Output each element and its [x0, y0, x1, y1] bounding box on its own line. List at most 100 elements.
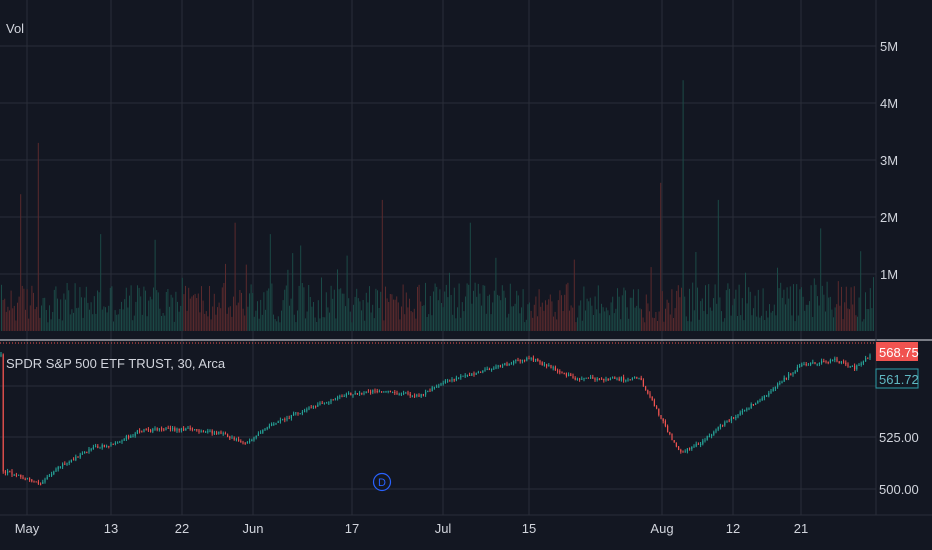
candle-body [576, 378, 578, 380]
volume-bar [28, 318, 30, 331]
candle-body [453, 379, 455, 381]
candle-body [466, 375, 468, 376]
candle-body [460, 376, 462, 378]
volume-bar [373, 318, 375, 331]
volume-bar [181, 277, 183, 331]
volume-bar [149, 296, 151, 331]
candle-body [326, 402, 328, 404]
volume-bar [644, 322, 646, 331]
volume-bar [391, 294, 393, 331]
volume-bar [249, 293, 250, 331]
time-label-21: 21 [794, 521, 808, 536]
volume-bar [183, 294, 185, 331]
candle-body [825, 361, 827, 363]
candle-body [510, 363, 512, 365]
volume-bar [20, 194, 22, 331]
volume-bar [45, 310, 47, 331]
candle-body [772, 388, 774, 391]
candle-body [462, 375, 464, 377]
candle-body [693, 446, 695, 448]
volume-bar [498, 295, 500, 331]
volume-bar [349, 311, 351, 331]
candle-body [372, 390, 374, 393]
volume-bar [650, 267, 652, 331]
volume-bar [783, 289, 785, 331]
candle-body [796, 367, 798, 372]
volume-bar [610, 302, 612, 331]
volume-bar [346, 255, 348, 331]
candle-body [585, 377, 587, 379]
volume-bar [810, 285, 812, 331]
candle-body [810, 362, 812, 365]
candle-body [667, 425, 669, 433]
volume-bar [516, 290, 518, 331]
volume-bar [365, 292, 367, 331]
volume-bar [229, 306, 231, 331]
volume-bar [466, 283, 468, 331]
volume-bar [161, 316, 162, 331]
volume-bar [618, 296, 620, 331]
volume-bar [170, 294, 172, 331]
volume-bar [212, 306, 214, 331]
candle-body [110, 443, 112, 446]
volume-bar [25, 309, 26, 331]
volume-bar [82, 317, 84, 331]
volume-bar [524, 322, 526, 331]
volume-bar [815, 284, 817, 331]
volume-bar [580, 300, 582, 331]
volume-bar [756, 316, 758, 331]
candle-body [11, 471, 13, 475]
volume-bar [565, 284, 567, 331]
volume-bar [769, 304, 770, 331]
volume-bar [236, 305, 238, 331]
volume-bar [460, 317, 462, 331]
candle-body [526, 358, 528, 361]
candle-body [55, 469, 57, 472]
candle-body [337, 397, 339, 399]
volume-bar [18, 296, 20, 331]
candle-body [189, 427, 191, 429]
volume-bar [511, 306, 513, 331]
volume-bar [761, 315, 762, 331]
volume-bar [85, 286, 87, 331]
volume-bar [831, 309, 833, 331]
volume-bar [213, 293, 215, 331]
candle-body [792, 372, 794, 375]
volume-bar [570, 305, 572, 331]
volume-bar [865, 292, 866, 331]
volume-bar [537, 316, 538, 331]
candle-body [711, 434, 713, 436]
vol-tick-3m: 3M [880, 153, 898, 168]
volume-bar [266, 290, 268, 331]
volume-bar [525, 319, 527, 331]
volume-bar [196, 298, 198, 331]
volume-bar [338, 289, 340, 331]
volume-bar [317, 300, 319, 331]
candle-body [658, 408, 660, 416]
dividend-marker[interactable]: D [372, 472, 392, 492]
volume-bar [676, 290, 678, 331]
candle-body [433, 387, 435, 389]
candle-body [29, 478, 31, 480]
volume-bar [785, 304, 786, 331]
candle-body [561, 372, 563, 374]
candle-body [378, 391, 380, 393]
volume-bar [743, 320, 745, 331]
volume-bar [628, 318, 630, 331]
candle-body [640, 377, 642, 380]
volume-bar [140, 296, 142, 331]
volume-bar [762, 288, 764, 331]
volume-bar [26, 289, 28, 331]
candle-body [427, 390, 429, 392]
candle-body [119, 441, 121, 443]
candle-body [601, 378, 603, 380]
volume-bar [602, 307, 604, 331]
symbol-legend[interactable]: SPDR S&P 500 ETF TRUST, 30, Arca [6, 356, 226, 371]
candle-body [128, 436, 130, 438]
candle-body [9, 471, 11, 473]
volume-bar [527, 304, 529, 331]
volume-bar [137, 285, 138, 331]
volume-bar [711, 310, 713, 331]
volume-bar [663, 321, 665, 331]
